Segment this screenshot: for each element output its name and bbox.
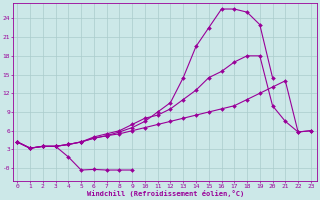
X-axis label: Windchill (Refroidissement éolien,°C): Windchill (Refroidissement éolien,°C): [87, 190, 244, 197]
